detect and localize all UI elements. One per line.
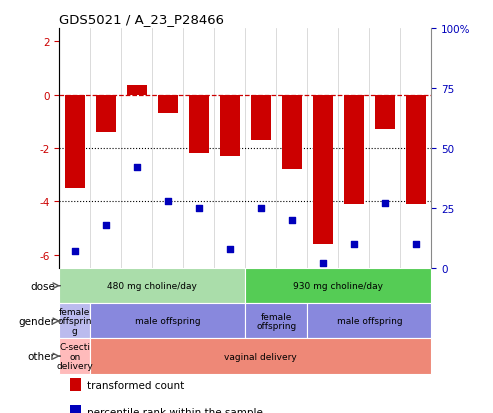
Bar — [90, 304, 245, 339]
Text: C-secti
on
delivery: C-secti on delivery — [56, 342, 93, 370]
Bar — [313, 95, 333, 244]
Bar — [251, 95, 271, 141]
Bar — [246, 268, 431, 304]
Bar — [282, 95, 302, 170]
Text: dose: dose — [31, 281, 55, 291]
Text: percentile rank within the sample: percentile rank within the sample — [87, 408, 263, 413]
Bar — [96, 95, 116, 133]
Bar — [189, 95, 209, 154]
Text: male offspring: male offspring — [337, 317, 402, 325]
Bar — [70, 406, 81, 413]
Point — [257, 205, 265, 212]
Bar — [246, 304, 307, 339]
Point — [412, 241, 420, 248]
Text: vaginal delivery: vaginal delivery — [224, 352, 297, 361]
Text: other: other — [28, 351, 55, 361]
Bar — [406, 95, 426, 204]
Point — [350, 241, 358, 248]
Bar — [127, 86, 147, 95]
Text: male offspring: male offspring — [135, 317, 201, 325]
Text: female
offspring: female offspring — [256, 312, 296, 330]
Bar — [59, 304, 90, 339]
Bar — [158, 95, 178, 114]
Point — [70, 248, 78, 255]
Point — [195, 205, 203, 212]
Point — [226, 246, 234, 253]
Point — [288, 217, 296, 224]
Bar — [65, 95, 85, 189]
Text: transformed count: transformed count — [87, 380, 184, 389]
Point — [102, 222, 109, 229]
Point — [133, 164, 141, 171]
Bar — [220, 95, 240, 157]
Bar — [59, 268, 246, 304]
Bar — [307, 304, 431, 339]
Point — [164, 198, 172, 205]
Bar — [344, 95, 364, 204]
Point — [381, 200, 389, 207]
Text: GDS5021 / A_23_P28466: GDS5021 / A_23_P28466 — [59, 13, 224, 26]
Bar — [59, 339, 90, 374]
Text: female
offsprin
g: female offsprin g — [57, 307, 92, 335]
Bar — [70, 378, 81, 391]
Text: gender: gender — [18, 316, 55, 326]
Text: 480 mg choline/day: 480 mg choline/day — [107, 282, 197, 290]
Point — [319, 260, 327, 267]
Bar — [375, 95, 395, 130]
Text: 930 mg choline/day: 930 mg choline/day — [293, 282, 384, 290]
